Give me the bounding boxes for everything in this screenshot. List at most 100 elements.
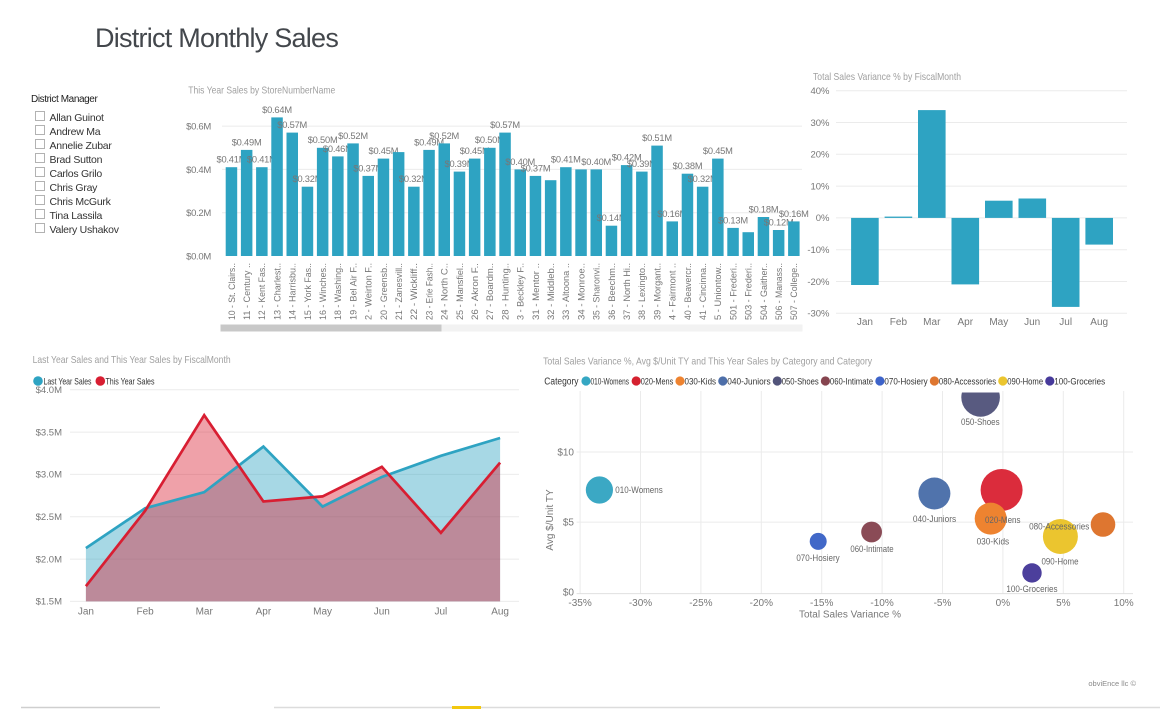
svg-text:507 - College..: 507 - College.. xyxy=(789,263,799,320)
svg-text:$2.5M: $2.5M xyxy=(36,512,62,523)
svg-text:$0.14M: $0.14M xyxy=(597,213,627,223)
svg-text:15 - York Fas..: 15 - York Fas.. xyxy=(303,263,313,320)
svg-text:-10%: -10% xyxy=(807,245,830,256)
svg-text:$0.46M: $0.46M xyxy=(323,144,353,154)
svg-text:$0.40M: $0.40M xyxy=(505,157,535,167)
svg-text:040-Juniors: 040-Juniors xyxy=(913,514,957,524)
svg-text:$0.57M: $0.57M xyxy=(277,120,307,130)
svg-text:030-Kids: 030-Kids xyxy=(685,376,717,386)
svg-text:Mar: Mar xyxy=(923,317,941,328)
svg-text:Last Year Sales: Last Year Sales xyxy=(44,376,92,386)
svg-text:$0.49M: $0.49M xyxy=(414,137,444,147)
svg-text:-20%: -20% xyxy=(750,598,773,609)
svg-text:28 - Hunting..: 28 - Hunting.. xyxy=(500,263,510,320)
svg-text:Apr: Apr xyxy=(958,317,974,328)
svg-text:$0.41M: $0.41M xyxy=(216,155,246,165)
svg-text:Last Year Sales and This Year: Last Year Sales and This Year Sales by F… xyxy=(33,355,231,366)
svg-text:080-Accessories: 080-Accessories xyxy=(939,376,996,386)
svg-text:-35%: -35% xyxy=(568,598,591,609)
svg-text:$0.50M: $0.50M xyxy=(475,135,505,145)
svg-text:11 - Century ..: 11 - Century .. xyxy=(242,263,252,320)
svg-text:$0.32M: $0.32M xyxy=(399,174,429,184)
svg-text:$0.45M: $0.45M xyxy=(703,146,733,156)
svg-text:070-Hosiery: 070-Hosiery xyxy=(884,376,928,386)
svg-text:$0.57M: $0.57M xyxy=(490,120,520,130)
svg-text:10%: 10% xyxy=(1114,598,1134,609)
svg-text:040-Juniors: 040-Juniors xyxy=(727,376,771,386)
svg-text:33 - Altoona ..: 33 - Altoona .. xyxy=(561,263,571,320)
svg-text:32 - Middleb..: 32 - Middleb.. xyxy=(546,263,556,320)
svg-text:$0.52M: $0.52M xyxy=(429,131,459,141)
svg-text:070-Hosiery: 070-Hosiery xyxy=(796,553,840,563)
svg-text:-30%: -30% xyxy=(807,309,830,320)
svg-text:$0.18M: $0.18M xyxy=(749,205,779,215)
svg-text:16 - Winches..: 16 - Winches.. xyxy=(318,263,328,320)
svg-text:$0.16M: $0.16M xyxy=(779,209,809,219)
svg-text:This Year Sales by StoreNumber: This Year Sales by StoreNumberName xyxy=(188,86,335,97)
svg-text:10%: 10% xyxy=(810,181,830,192)
svg-text:$0.45M: $0.45M xyxy=(368,146,398,156)
svg-text:40%: 40% xyxy=(810,86,830,97)
svg-text:Total Sales Variance % by Fisc: Total Sales Variance % by FiscalMonth xyxy=(813,72,961,83)
svg-text:$0.45M: $0.45M xyxy=(460,146,490,156)
svg-text:0%: 0% xyxy=(996,598,1011,609)
svg-text:Category: Category xyxy=(544,376,578,387)
svg-text:May: May xyxy=(989,317,1008,328)
svg-text:27 - Boardm..: 27 - Boardm.. xyxy=(485,263,495,320)
svg-text:23 - Erie Fash..: 23 - Erie Fash.. xyxy=(424,263,434,320)
svg-text:26 - Akron F..: 26 - Akron F.. xyxy=(470,263,480,320)
svg-text:010-Womens: 010-Womens xyxy=(591,376,630,386)
svg-text:020-Mens: 020-Mens xyxy=(985,515,1021,525)
svg-text:37 - North Hi..: 37 - North Hi.. xyxy=(622,263,632,320)
svg-text:100-Groceries: 100-Groceries xyxy=(1006,584,1058,594)
svg-text:Avg $/Unit TY: Avg $/Unit TY xyxy=(545,489,556,551)
svg-text:050-Shoes: 050-Shoes xyxy=(961,417,1000,427)
svg-text:-25%: -25% xyxy=(689,598,712,609)
svg-text:$0.50M: $0.50M xyxy=(308,135,338,145)
svg-text:12 - Kent Fas..: 12 - Kent Fas.. xyxy=(257,263,267,320)
svg-text:506 - Manass..: 506 - Manass.. xyxy=(774,263,784,320)
svg-text:$4.0M: $4.0M xyxy=(36,385,62,396)
svg-text:35 - Sharonvi..: 35 - Sharonvi.. xyxy=(592,263,602,320)
svg-text:30%: 30% xyxy=(810,118,830,129)
svg-text:40 - Beavercr..: 40 - Beavercr.. xyxy=(683,263,693,320)
svg-text:$0.32M: $0.32M xyxy=(292,174,322,184)
svg-text:$0.41M: $0.41M xyxy=(551,155,581,165)
svg-text:18 - Washing..: 18 - Washing.. xyxy=(333,263,343,320)
svg-text:$0.49M: $0.49M xyxy=(232,137,262,147)
svg-text:Feb: Feb xyxy=(890,317,908,328)
svg-text:$0.16M: $0.16M xyxy=(657,209,687,219)
svg-text:19 - Bel Air F..: 19 - Bel Air F.. xyxy=(348,263,358,320)
svg-text:020-Mens: 020-Mens xyxy=(641,376,674,386)
svg-text:$0.40M: $0.40M xyxy=(581,157,611,167)
svg-text:$0.42M: $0.42M xyxy=(612,153,642,163)
svg-text:13 - Charlest..: 13 - Charlest.. xyxy=(272,263,282,320)
svg-text:$0.41M: $0.41M xyxy=(247,155,277,165)
svg-text:Mar: Mar xyxy=(196,607,214,618)
svg-text:2 - Weirton F..: 2 - Weirton F.. xyxy=(364,263,374,320)
svg-text:5%: 5% xyxy=(1056,598,1071,609)
svg-text:$0.0M: $0.0M xyxy=(186,251,211,262)
svg-text:$0.4M: $0.4M xyxy=(186,165,211,176)
svg-text:25 - Mansfiel..: 25 - Mansfiel.. xyxy=(455,263,465,320)
svg-text:$0.6M: $0.6M xyxy=(186,122,211,133)
svg-text:010-Womens: 010-Womens xyxy=(615,485,663,495)
svg-text:39 - Morgant..: 39 - Morgant.. xyxy=(652,263,662,320)
svg-text:$0.2M: $0.2M xyxy=(186,208,211,219)
svg-text:3 - Beckley F..: 3 - Beckley F.. xyxy=(516,263,526,320)
svg-text:100-Groceries: 100-Groceries xyxy=(1054,376,1105,386)
svg-text:$10: $10 xyxy=(557,447,574,458)
svg-text:030-Kids: 030-Kids xyxy=(977,537,1010,547)
svg-text:$1.5M: $1.5M xyxy=(36,597,62,608)
svg-text:10 - St. Clairs..: 10 - St. Clairs.. xyxy=(227,263,237,320)
svg-text:050-Shoes: 050-Shoes xyxy=(782,376,819,386)
svg-text:22 - Wickliff..: 22 - Wickliff.. xyxy=(409,263,419,320)
svg-text:501 - Frederi..: 501 - Frederi.. xyxy=(728,263,738,320)
svg-text:$0.64M: $0.64M xyxy=(262,105,292,115)
svg-text:38 - Lexingto..: 38 - Lexingto.. xyxy=(637,263,647,320)
svg-text:$0.13M: $0.13M xyxy=(718,215,748,225)
svg-text:$3.0M: $3.0M xyxy=(36,470,62,481)
svg-text:$0.38M: $0.38M xyxy=(673,161,703,171)
svg-text:$2.0M: $2.0M xyxy=(36,554,62,565)
svg-text:$0.51M: $0.51M xyxy=(642,133,672,143)
